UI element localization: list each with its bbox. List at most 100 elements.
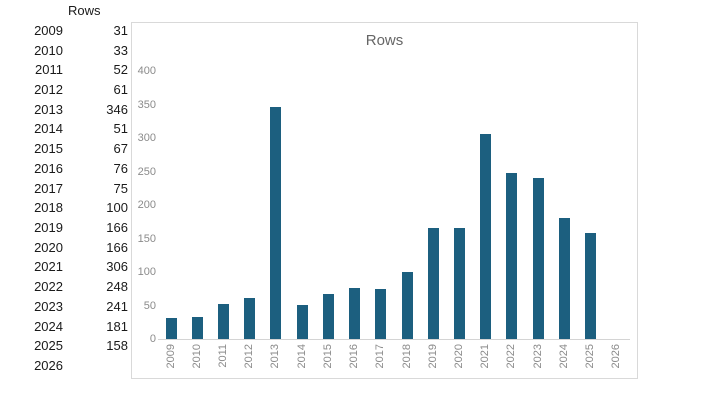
table-row[interactable]: 2013 346	[0, 99, 128, 119]
bar-2025[interactable]	[585, 233, 597, 339]
table-value-cell: 241	[106, 298, 128, 314]
bar-slot	[551, 218, 577, 339]
table-row[interactable]: 2018 100	[0, 198, 128, 218]
bar-slot	[184, 317, 210, 339]
table-row[interactable]: 2011 52	[0, 60, 128, 80]
bar-2017[interactable]	[375, 289, 387, 339]
bar-slot	[525, 178, 551, 339]
y-axis-tick-label: 400	[137, 65, 156, 77]
table-row[interactable]: 2015 67	[0, 139, 128, 159]
table-year-cell: 2017	[34, 180, 63, 196]
table-row[interactable]: 2020 166	[0, 237, 128, 257]
bar-2015[interactable]	[322, 294, 334, 339]
y-axis-tick-label: 100	[137, 266, 156, 278]
x-axis-tick-label: 2020	[446, 344, 472, 376]
bar-slot	[499, 173, 525, 339]
table-row[interactable]: 2010 33	[0, 40, 128, 60]
table-year-cell: 2021	[34, 259, 63, 275]
table-year-cell: 2018	[34, 200, 63, 216]
bar-2010[interactable]	[191, 317, 203, 339]
x-axis-tick-label: 2010	[184, 344, 210, 376]
x-axis-tick-label: 2009	[158, 344, 184, 376]
bar-2018[interactable]	[401, 272, 413, 339]
x-axis-tick-label: 2017	[368, 344, 394, 376]
bar-2019[interactable]	[427, 228, 439, 339]
bar-2023[interactable]	[532, 178, 544, 339]
bar-slot	[578, 233, 604, 339]
x-axis-tick-label: 2015	[315, 344, 341, 376]
bar-slot	[394, 272, 420, 339]
table-value-cell: 52	[113, 62, 128, 78]
table-year-cell: 2011	[35, 62, 63, 78]
x-axis-tick-text: 2025	[584, 344, 597, 369]
table-value-cell: 166	[106, 220, 128, 236]
table-value-cell: 346	[106, 101, 128, 117]
x-axis-tick-label: 2019	[420, 344, 446, 376]
bar-2022[interactable]	[506, 173, 518, 339]
table-row[interactable]: 2024 181	[0, 316, 128, 336]
rows-table: 2009 31 2010 33 2011 52 2012 61 2013 346 2014 51 201…	[0, 21, 128, 376]
y-axis-tick-label: 250	[137, 165, 156, 178]
x-axis-tick-label: 2012	[237, 344, 263, 376]
x-axis-tick-label: 2013	[263, 344, 289, 376]
y-axis-tick-label: 50	[143, 299, 156, 312]
table-value-cell: 33	[113, 42, 128, 58]
table-row[interactable]: 2016 76	[0, 159, 128, 179]
bar-2012[interactable]	[244, 298, 256, 339]
bar-slot	[237, 298, 263, 339]
x-axis-tick-label: 2016	[342, 344, 368, 376]
table-row[interactable]: 2009 31	[0, 21, 128, 41]
plot-area	[158, 23, 630, 339]
x-axis-tick-text: 2019	[426, 344, 439, 369]
x-axis-tick-label: 2023	[525, 344, 551, 376]
table-year-cell: 2026	[34, 358, 63, 374]
table-row[interactable]: 2021 306	[0, 257, 128, 277]
bar-2021[interactable]	[480, 134, 492, 339]
table-row[interactable]: 2025 158	[0, 336, 128, 356]
x-axis-tick-label: 2024	[551, 344, 577, 376]
bar-slot	[420, 228, 446, 339]
table-row[interactable]: 2019 166	[0, 218, 128, 238]
bar-2011[interactable]	[218, 304, 230, 339]
table-value-cell: 100	[106, 200, 128, 216]
y-axis-tick-label: 350	[137, 98, 156, 111]
table-year-cell: 2020	[34, 239, 63, 255]
bar-2009[interactable]	[165, 318, 177, 339]
x-axis-tick-label: 2021	[473, 344, 499, 376]
table-year-cell: 2013	[34, 101, 63, 117]
table-row[interactable]: 2023 241	[0, 297, 128, 317]
bar-2013[interactable]	[270, 107, 282, 339]
table-value-cell: 166	[106, 239, 128, 255]
table-value-cell: 76	[113, 160, 128, 176]
x-axis-tick-text: 2022	[505, 344, 518, 369]
table-row[interactable]: 2026	[0, 356, 128, 376]
bar-2020[interactable]	[454, 228, 466, 339]
table-value-cell: 61	[113, 82, 128, 98]
bar-slot	[289, 305, 315, 339]
bar-slot	[446, 228, 472, 339]
x-axis-tick-text: 2011	[217, 344, 230, 368]
table-year-cell: 2019	[34, 220, 63, 236]
bar-slot	[158, 318, 184, 339]
y-axis-tick-label: 0	[149, 333, 156, 345]
bar-slot	[342, 288, 368, 339]
x-axis-tick-text: 2009	[164, 344, 177, 369]
table-value-cell: 31	[113, 22, 128, 38]
x-axis-tick-label: 2011	[210, 344, 236, 376]
x-axis-tick-text: 2013	[269, 344, 282, 369]
bar-2014[interactable]	[296, 305, 308, 339]
table-row[interactable]: 2022 248	[0, 277, 128, 297]
x-axis-tick-label: 2018	[394, 344, 420, 376]
table-row[interactable]: 2012 61	[0, 80, 128, 100]
table-value-cell: 248	[106, 279, 128, 295]
x-axis-tick-text: 2017	[374, 344, 387, 369]
bar-chart-panel: Rows 0 50 100 150 200 250 300 350 400 2009 2010 20…	[131, 22, 638, 379]
bar-2016[interactable]	[349, 288, 361, 339]
bar-slot	[263, 107, 289, 339]
bar-2024[interactable]	[558, 218, 570, 339]
table-value-cell: 75	[113, 180, 128, 196]
x-axis-labels: 2009 2010 2011 2012 2013 2014 2015 2016 2017 2018…	[158, 344, 630, 376]
table-row[interactable]: 2014 51	[0, 119, 128, 139]
table-row[interactable]: 2017 75	[0, 178, 128, 198]
x-axis-tick-text: 2012	[243, 344, 256, 369]
